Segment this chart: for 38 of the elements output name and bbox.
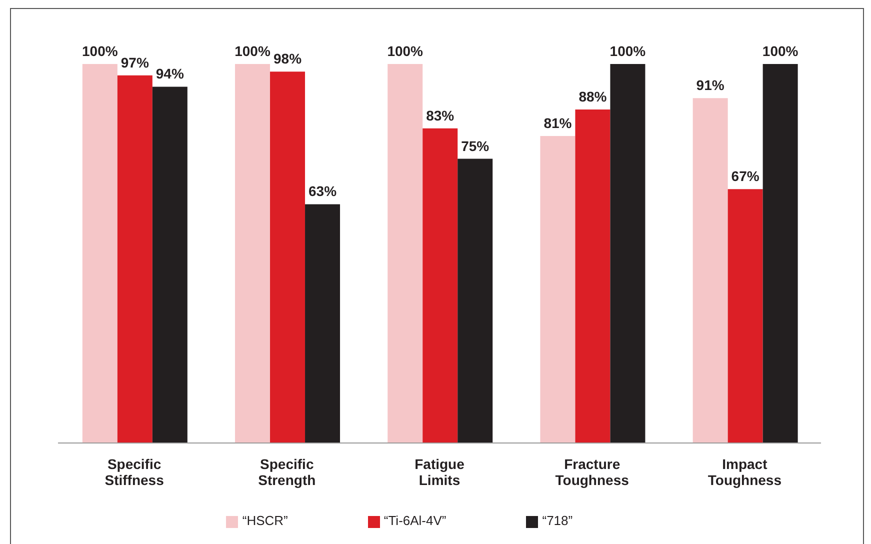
data-label: 63% [308,183,338,200]
legend-label: “HSCR” [242,513,288,528]
data-label: 67% [731,168,760,184]
bar [762,64,798,443]
bar [117,75,152,443]
bar [458,158,493,443]
bar [305,204,340,443]
bar [235,64,270,443]
data-label: 81% [544,115,572,132]
x-tick-label: Impact Toughness [708,456,782,488]
data-label: 83% [426,107,455,124]
data-label: 98% [274,50,302,67]
bar [422,128,458,443]
data-label: 100% [234,43,271,59]
legend-label: “718” [542,513,573,528]
bar [728,189,763,443]
bar [610,64,646,443]
data-label: 91% [696,77,725,94]
bar [388,64,423,443]
x-tick-label: Specific Stiffness [104,456,164,488]
data-label: 75% [461,138,490,154]
bar [82,64,118,443]
bar [270,72,306,443]
legend-label: “Ti-6Al-4V” [384,513,446,528]
bar [575,109,610,443]
x-tick-label: Specific Strength [258,456,316,488]
data-label: 100% [762,43,799,59]
data-label: 94% [156,66,184,82]
x-tick-label: Fatigue Limits [414,456,465,488]
bar [692,98,728,443]
data-label: 97% [120,54,150,70]
bar [540,136,576,443]
data-label: 100% [387,43,424,59]
data-label: 88% [578,88,608,104]
bar [152,86,188,443]
data-label: 100% [610,43,646,59]
x-tick-label: Fracture Toughness [555,456,630,488]
data-label: 100% [82,43,118,59]
